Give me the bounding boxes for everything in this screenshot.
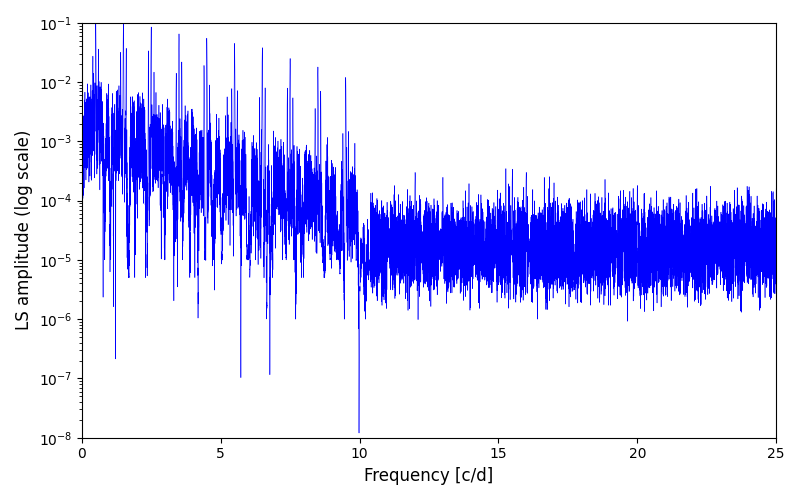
X-axis label: Frequency [c/d]: Frequency [c/d]: [364, 467, 494, 485]
Y-axis label: LS amplitude (log scale): LS amplitude (log scale): [15, 130, 33, 330]
